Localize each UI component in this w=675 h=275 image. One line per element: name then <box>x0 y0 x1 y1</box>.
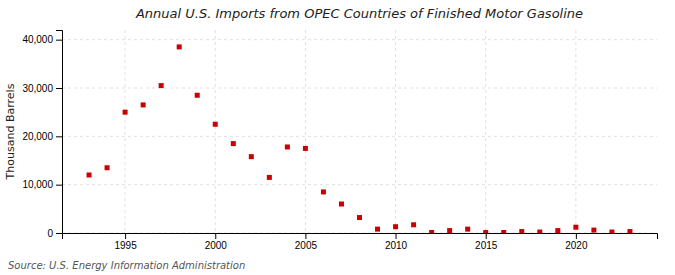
point <box>465 227 470 232</box>
y-tick: 0 <box>47 228 62 239</box>
y-axis: 0 10,000 20,000 30,000 40,000 <box>22 31 62 239</box>
x-tick-label: 2000 <box>205 240 228 251</box>
grid-line-x <box>395 30 396 233</box>
point <box>537 230 542 233</box>
point <box>231 141 236 146</box>
point <box>159 83 164 88</box>
y-axis-title: Thousand Barrels <box>4 83 17 180</box>
point <box>303 146 308 151</box>
point <box>393 224 398 229</box>
y-tick-label: 0 <box>47 228 53 239</box>
x-tick-label: 1995 <box>114 240 137 251</box>
point <box>447 228 452 233</box>
x-tick-mark <box>486 233 487 239</box>
x-axis: 1995 2000 2005 2010 2015 2020 <box>63 233 658 251</box>
point <box>519 229 524 233</box>
point <box>591 228 596 233</box>
x-tick-label: 2010 <box>385 240 408 251</box>
point <box>573 225 578 230</box>
y-tick-mark <box>56 40 62 41</box>
x-tick: 2015 <box>475 233 498 251</box>
point <box>357 215 362 220</box>
point <box>195 93 200 98</box>
x-tick-label: 2020 <box>565 240 588 251</box>
chart-svg: 1995 2000 2005 2010 2015 2020 0 10,000 20,000 30,… <box>0 0 675 275</box>
y-tick: 30,000 <box>22 83 62 94</box>
points <box>87 44 633 233</box>
grid-line-x <box>485 30 486 233</box>
x-tick-label: 2015 <box>475 240 498 251</box>
y-tick-mark <box>56 136 62 137</box>
x-tick-label: 2005 <box>295 240 318 251</box>
x-tick-mark <box>125 233 126 239</box>
y-axis-line <box>56 31 63 234</box>
point <box>411 222 416 227</box>
point <box>627 229 632 233</box>
point <box>501 230 506 233</box>
y-tick-label: 30,000 <box>22 83 53 94</box>
x-axis-line <box>63 234 658 240</box>
y-tick-label: 10,000 <box>22 179 53 190</box>
plot-area: 1995 2000 2005 2010 2015 2020 0 10,000 20,000 30,… <box>22 30 657 251</box>
point <box>249 154 254 159</box>
point <box>555 228 560 233</box>
y-tick-label: 40,000 <box>22 34 53 45</box>
source-note: Source: U.S. Energy Information Administ… <box>8 260 245 271</box>
point <box>483 230 488 233</box>
point <box>105 165 110 170</box>
grid-line-y <box>62 184 657 185</box>
grid-line-y <box>62 136 657 137</box>
point <box>321 189 326 194</box>
point <box>267 175 272 180</box>
grid-line-y <box>62 39 657 40</box>
point <box>123 110 128 115</box>
grid-line-x <box>575 30 576 233</box>
point <box>609 230 614 233</box>
grid-line-x <box>125 30 126 233</box>
point <box>213 122 218 127</box>
x-tick-mark <box>215 233 216 239</box>
chart-container: 1995 2000 2005 2010 2015 2020 0 10,000 20,000 30,… <box>0 0 675 275</box>
grid <box>62 30 657 233</box>
point <box>429 230 434 233</box>
grid-line-x <box>305 30 306 233</box>
point <box>177 44 182 49</box>
y-tick: 20,000 <box>22 131 62 142</box>
y-tick-mark <box>56 185 62 186</box>
x-tick: 2000 <box>205 233 228 251</box>
x-tick-mark <box>305 233 306 239</box>
x-tick: 1995 <box>114 233 137 251</box>
y-tick-mark <box>56 233 62 234</box>
y-tick-label: 20,000 <box>22 131 53 142</box>
y-tick: 40,000 <box>22 34 62 45</box>
x-tick-mark <box>396 233 397 239</box>
x-tick-mark <box>576 233 577 239</box>
x-tick: 2010 <box>385 233 408 251</box>
title: Annual U.S. Imports from OPEC Countries … <box>135 6 583 21</box>
grid-line-y <box>62 88 657 89</box>
point <box>87 173 92 178</box>
x-tick: 2005 <box>295 233 318 251</box>
point <box>285 144 290 149</box>
x-tick: 2020 <box>565 233 588 251</box>
point <box>339 202 344 207</box>
point <box>141 102 146 107</box>
grid-line-x <box>215 30 216 233</box>
y-tick-mark <box>56 88 62 89</box>
point <box>375 227 380 232</box>
y-tick: 10,000 <box>22 179 62 190</box>
